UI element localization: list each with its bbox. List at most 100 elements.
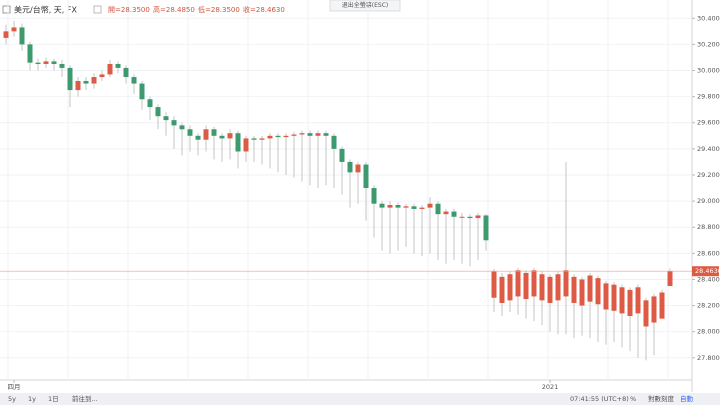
candle-body — [67, 67, 73, 91]
candle-body — [571, 276, 577, 303]
candle-body — [627, 289, 633, 317]
candle-body — [315, 133, 321, 136]
toolbar-button[interactable]: 1y — [28, 395, 36, 403]
candle-body — [243, 138, 249, 152]
candle-body — [579, 279, 585, 306]
y-tick-label: 28.0000 — [697, 328, 720, 336]
y-tick-label: 29.2000 — [697, 171, 720, 179]
y-tick-label: 28.8000 — [697, 223, 720, 231]
y-tick-label: 29.4000 — [697, 145, 720, 153]
y-tick-label: 28.4000 — [697, 275, 720, 283]
candle-body — [483, 215, 489, 241]
candle-body — [403, 206, 409, 208]
candle-body — [555, 274, 561, 301]
candle-body — [323, 133, 329, 136]
toolbar-button[interactable]: % — [630, 395, 636, 403]
last-price-label: 28.4630 — [695, 267, 720, 275]
candle-body — [187, 129, 193, 136]
candle-body — [411, 206, 417, 209]
candle-body — [307, 133, 313, 136]
y-tick-label: 29.6000 — [697, 119, 720, 127]
symbol-label: 美元/台幣, 天, FX — [14, 5, 77, 15]
toolbar-button[interactable]: 1日 — [48, 395, 59, 403]
y-tick-label: 30.4000 — [697, 14, 720, 22]
candle-body — [163, 116, 169, 121]
candle-body — [331, 135, 337, 149]
candle-body — [227, 133, 233, 139]
candle-body — [419, 207, 425, 209]
candle-body — [643, 300, 649, 327]
x-tick-label: 2021 — [542, 383, 559, 391]
candle-body — [539, 274, 545, 301]
candle-body — [619, 287, 625, 314]
candle-body — [155, 107, 161, 117]
candle-body — [91, 77, 97, 84]
candle-body — [235, 133, 241, 152]
candle-body — [43, 61, 49, 64]
candle-body — [275, 135, 281, 138]
candle-body — [587, 275, 593, 302]
candle-body — [499, 276, 505, 303]
candle-body — [443, 211, 449, 215]
candle-body — [211, 129, 217, 136]
candle-body — [467, 216, 473, 219]
ohlc-value: 開=28.3500 — [108, 6, 150, 14]
candle-body — [267, 135, 273, 139]
toolbar-button[interactable]: 5y — [8, 395, 16, 403]
candle-body — [99, 74, 105, 78]
candle-body — [147, 99, 153, 108]
candle-body — [371, 188, 377, 204]
candle-body — [299, 133, 305, 135]
candle-body — [523, 272, 529, 300]
candle-body — [435, 203, 441, 215]
toolbar-button[interactable]: 對數刻度 — [648, 394, 675, 403]
candle-body — [115, 63, 121, 68]
candle-body — [59, 63, 65, 68]
y-tick-label: 28.2000 — [697, 302, 720, 310]
exit-button-label[interactable]: 退出全螢幕(ESC) — [342, 1, 388, 9]
candle-body — [427, 203, 433, 208]
toolbar-button[interactable]: 自動 — [680, 394, 694, 403]
candle-body — [139, 83, 145, 100]
exit-button[interactable] — [329, 0, 401, 12]
candle-body — [291, 134, 297, 136]
y-tick-label: 30.0000 — [697, 67, 720, 75]
candle-body — [387, 205, 393, 208]
ohlc-value: 低=28.3500 — [198, 5, 240, 14]
candle-body — [379, 203, 385, 208]
candle-body — [475, 215, 481, 219]
candle-body — [667, 271, 673, 286]
candle-body — [195, 135, 201, 140]
candle-body — [347, 161, 353, 173]
y-tick-label: 27.8000 — [697, 354, 720, 362]
candle-body — [75, 80, 81, 91]
candle-body — [123, 67, 129, 78]
x-tick-label: 四月 — [8, 383, 21, 391]
last-price-tag — [692, 266, 719, 277]
candle-body — [203, 129, 209, 140]
toolbar-button[interactable]: 前往到... — [72, 394, 98, 403]
candle-body — [459, 216, 465, 218]
candle-body — [83, 80, 89, 84]
candle-body — [515, 270, 521, 297]
candle-body — [219, 135, 225, 139]
toolbar-button[interactable]: 07:41:55 (UTC+8) — [570, 395, 629, 403]
collapse-icon[interactable] — [2, 5, 11, 14]
candle-body — [35, 62, 41, 64]
candle-body — [451, 211, 457, 217]
candle-body — [171, 120, 177, 126]
candle-body — [131, 77, 137, 84]
candle-body — [251, 138, 257, 140]
ohlc-value: 高=28.4850 — [153, 5, 195, 14]
candle-body — [259, 138, 265, 140]
candle-body — [531, 270, 537, 297]
y-tick-label: 29.0000 — [697, 197, 720, 205]
candle-body — [283, 135, 289, 138]
settings-icon[interactable] — [93, 5, 102, 14]
candle-body — [3, 31, 9, 38]
candle-body — [547, 276, 553, 303]
candle-body — [491, 271, 497, 298]
candle-body — [507, 274, 513, 301]
